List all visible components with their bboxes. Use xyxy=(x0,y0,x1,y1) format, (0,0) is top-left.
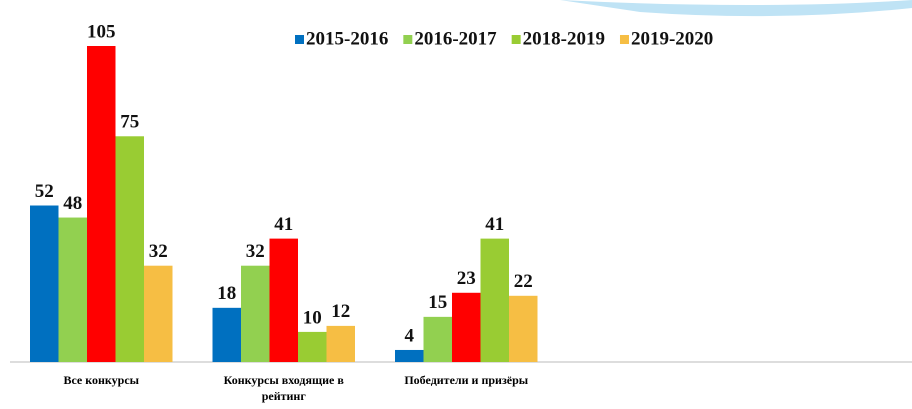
legend-label: 2016-2017 xyxy=(414,28,497,49)
bar xyxy=(326,325,355,362)
data-label: 15 xyxy=(428,292,447,313)
bar xyxy=(423,316,452,362)
bar xyxy=(212,307,241,362)
data-label: 18 xyxy=(217,283,236,304)
legend-swatch xyxy=(295,35,304,44)
legend-swatch xyxy=(619,35,629,44)
legend-label: 2018-2019 xyxy=(523,28,605,49)
bar xyxy=(509,295,538,362)
data-label: 52 xyxy=(35,181,54,202)
decoration xyxy=(560,0,912,17)
data-label: 22 xyxy=(514,271,533,292)
bar xyxy=(480,238,509,362)
data-label: 105 xyxy=(87,21,116,42)
data-label: 41 xyxy=(485,214,504,235)
legend-label: 2019-2020 xyxy=(631,28,713,49)
x-tick-label: Все конкурсы xyxy=(63,373,140,387)
bar xyxy=(269,238,298,362)
x-tick-label: Победители и призёры xyxy=(404,373,529,387)
bar xyxy=(115,136,144,362)
data-label: 32 xyxy=(246,241,265,262)
bar xyxy=(87,46,116,362)
bar xyxy=(241,265,270,362)
legend-swatch xyxy=(511,35,521,44)
legend-swatch xyxy=(403,35,413,44)
data-label: 41 xyxy=(274,214,293,235)
legend-label: 2015-2016 xyxy=(306,28,388,49)
x-tick-label: Конкурсы входящие в рейтинг xyxy=(223,373,344,403)
data-label: 12 xyxy=(331,301,350,322)
data-label: 48 xyxy=(63,193,82,214)
data-label: 23 xyxy=(457,268,476,289)
data-label: 75 xyxy=(120,112,139,133)
bar xyxy=(395,349,424,362)
bar xyxy=(298,331,327,362)
bar xyxy=(452,292,481,362)
data-label: 32 xyxy=(149,241,168,262)
bar xyxy=(144,265,173,362)
data-label: 4 xyxy=(405,325,415,346)
data-label: 10 xyxy=(303,307,322,328)
bar xyxy=(58,217,87,362)
bar xyxy=(30,205,59,362)
